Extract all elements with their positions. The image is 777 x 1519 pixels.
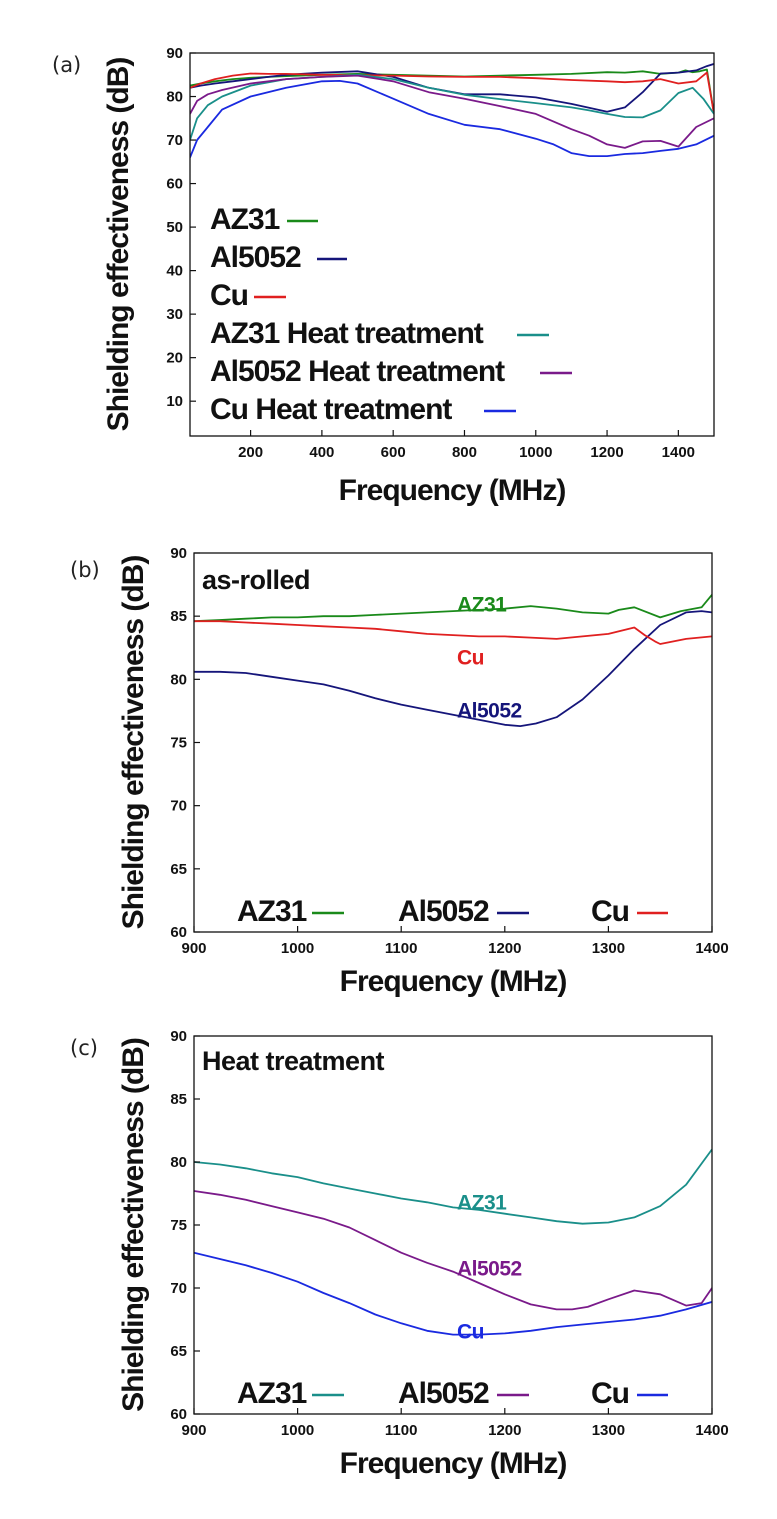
y-tick-label: 50: [166, 219, 183, 236]
y-tick-label: 90: [166, 45, 183, 62]
x-tick-label: 1300: [592, 1422, 625, 1439]
series-line-az31-heat-treatment: [190, 73, 714, 141]
y-tick-label: 80: [170, 671, 187, 688]
x-tick-label: 1200: [590, 444, 623, 461]
plot-frame: [193, 552, 713, 933]
chart-panel-2: (b) 900 1000 1100 1200 1300 1400 60 65 70 75 80 85 90…: [70, 545, 729, 998]
x-tick-label: 1300: [592, 940, 625, 957]
y-tick-label: 80: [166, 89, 183, 106]
x-tick-label: 200: [238, 444, 263, 461]
y-tick-label: 20: [166, 350, 183, 367]
panel-label: (c): [70, 1036, 98, 1060]
x-tick-label: 1100: [385, 1422, 418, 1439]
plot-frame: [189, 52, 715, 437]
legend-label: Cu: [591, 895, 629, 928]
legend-label: Al5052: [398, 895, 489, 928]
y-tick-label: 65: [170, 861, 187, 878]
y-tick-label: 80: [170, 1154, 187, 1171]
legend-label: AZ31: [210, 203, 280, 236]
legend-label: Al5052: [398, 1377, 489, 1410]
legend-label: Al5052: [210, 241, 301, 274]
x-tick-label: 1400: [695, 940, 728, 957]
chart-panel-1: (a) 200 400 600 800 1000 1200 1400 10 20 30 40 50 60 7…: [52, 45, 715, 507]
x-axis-label: Frequency (MHz): [340, 1447, 567, 1480]
y-tick-label: 60: [170, 1406, 187, 1423]
x-tick-label: 1000: [281, 1422, 314, 1439]
legend-label: AZ31: [237, 1377, 307, 1410]
y-tick-label: 75: [170, 1217, 187, 1234]
x-tick-label: 1100: [385, 940, 418, 957]
x-tick-label: 1400: [695, 1422, 728, 1439]
chart-title: Heat treatment: [202, 1046, 385, 1076]
y-tick-label: 60: [166, 176, 183, 193]
series-line-al5052: [194, 610, 712, 727]
y-tick-label: 85: [170, 1091, 187, 1108]
series-line-cu: [194, 620, 712, 645]
x-tick-label: 900: [181, 940, 206, 957]
y-tick-label: 65: [170, 1343, 187, 1360]
x-tick-label: 1000: [281, 940, 314, 957]
y-tick-label: 70: [166, 132, 183, 149]
y-axis-label: Shielding effectiveness (dB): [117, 1038, 150, 1412]
inline-series-label: Al5052: [457, 700, 522, 723]
x-tick-label: 1000: [519, 444, 552, 461]
x-tick-label: 400: [309, 444, 334, 461]
legend-label: Cu: [210, 279, 248, 312]
legend: AZ31 Al5052 Cu AZ31 Heat treatment Al5052 He…: [210, 203, 572, 426]
y-axis-label: Shielding effectiveness (dB): [117, 556, 150, 930]
chart-title: as-rolled: [202, 565, 310, 595]
series-line-az31: [190, 68, 714, 115]
y-tick-label: 90: [170, 545, 187, 562]
x-tick-label: 1200: [488, 940, 521, 957]
y-axis-label: Shielding effectiveness (dB): [102, 58, 135, 432]
series-lines: [190, 63, 714, 158]
series-line-cu: [194, 1251, 712, 1336]
y-tick-label: 85: [170, 608, 187, 625]
inline-series-label: AZ31: [457, 1192, 507, 1215]
series-line-cu: [190, 71, 714, 115]
legend-label: Cu: [591, 1377, 629, 1410]
series-line-az31: [194, 594, 712, 623]
inline-series-label: Al5052: [457, 1258, 522, 1281]
series-line-al5052: [194, 1190, 712, 1311]
legend: AZ31 Al5052 Cu: [237, 895, 668, 928]
x-tick-label: 600: [381, 444, 406, 461]
y-tick-label: 75: [170, 735, 187, 752]
series-line-az31: [194, 1148, 712, 1225]
x-axis-label: Frequency (MHz): [339, 474, 566, 507]
x-tick-label: 900: [181, 1422, 206, 1439]
x-tick-label: 1400: [662, 444, 695, 461]
y-tick-label: 70: [170, 798, 187, 815]
legend-label: AZ31: [237, 895, 307, 928]
legend-label: Cu Heat treatment: [210, 393, 452, 426]
panel-label: (a): [52, 53, 81, 77]
y-tick-label: 30: [166, 306, 183, 323]
inline-series-label: Cu: [457, 647, 484, 670]
x-tick-label: 1200: [488, 1422, 521, 1439]
series-line-al5052-heat-treatment: [190, 74, 714, 149]
x-axis-label: Frequency (MHz): [340, 965, 567, 998]
chart-panel-3: (c) 900 1000 1100 1200 1300 1400 60 65 70 75 80 85 90…: [70, 1028, 729, 1480]
inline-series-label: Cu: [457, 1321, 484, 1344]
legend-label: AZ31 Heat treatment: [210, 317, 484, 350]
y-tick-label: 60: [170, 924, 187, 941]
series-line-cu-heat-treatment: [190, 80, 714, 158]
inline-series-label: AZ31: [457, 594, 507, 617]
y-tick-label: 10: [166, 393, 183, 410]
y-tick-label: 40: [166, 263, 183, 280]
legend-label: Al5052 Heat treatment: [210, 355, 505, 388]
series-lines: [194, 594, 712, 727]
series-lines: [194, 1148, 712, 1336]
x-tick-label: 800: [452, 444, 477, 461]
y-tick-label: 90: [170, 1028, 187, 1045]
plot-frame: [193, 1035, 713, 1415]
y-tick-label: 70: [170, 1280, 187, 1297]
legend: AZ31 Al5052 Cu: [237, 1377, 668, 1410]
panel-label: (b): [70, 558, 100, 582]
